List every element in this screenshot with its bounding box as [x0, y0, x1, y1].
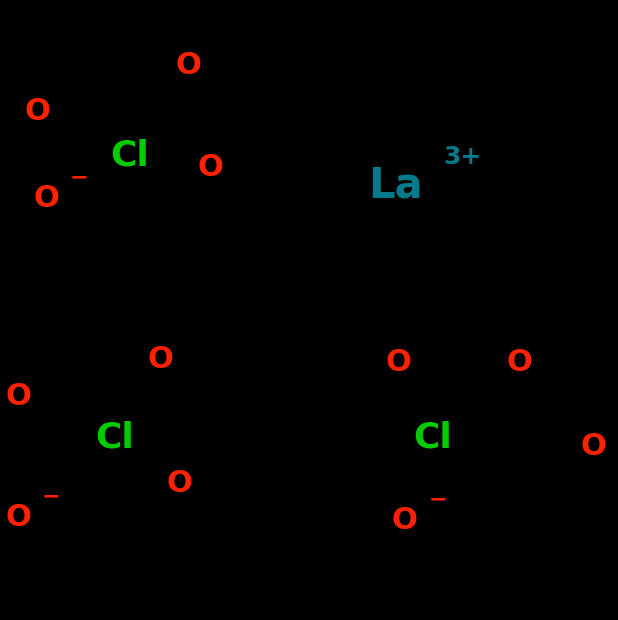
- Text: La: La: [368, 165, 423, 207]
- Text: O: O: [176, 51, 201, 79]
- Text: −: −: [70, 167, 88, 187]
- Text: O: O: [6, 503, 32, 532]
- Text: −: −: [428, 490, 447, 510]
- Text: O: O: [506, 348, 532, 377]
- Text: O: O: [6, 383, 32, 411]
- Text: Cl: Cl: [95, 420, 133, 454]
- Text: Cl: Cl: [413, 420, 452, 454]
- Text: O: O: [166, 469, 192, 498]
- Text: O: O: [197, 153, 223, 182]
- Text: Cl: Cl: [111, 138, 149, 172]
- Text: O: O: [24, 97, 50, 126]
- Text: 3+: 3+: [444, 144, 482, 169]
- Text: −: −: [42, 487, 61, 507]
- Text: O: O: [386, 348, 412, 377]
- Text: O: O: [148, 345, 174, 374]
- Text: O: O: [33, 184, 59, 213]
- Text: O: O: [580, 432, 606, 461]
- Text: O: O: [392, 507, 418, 535]
